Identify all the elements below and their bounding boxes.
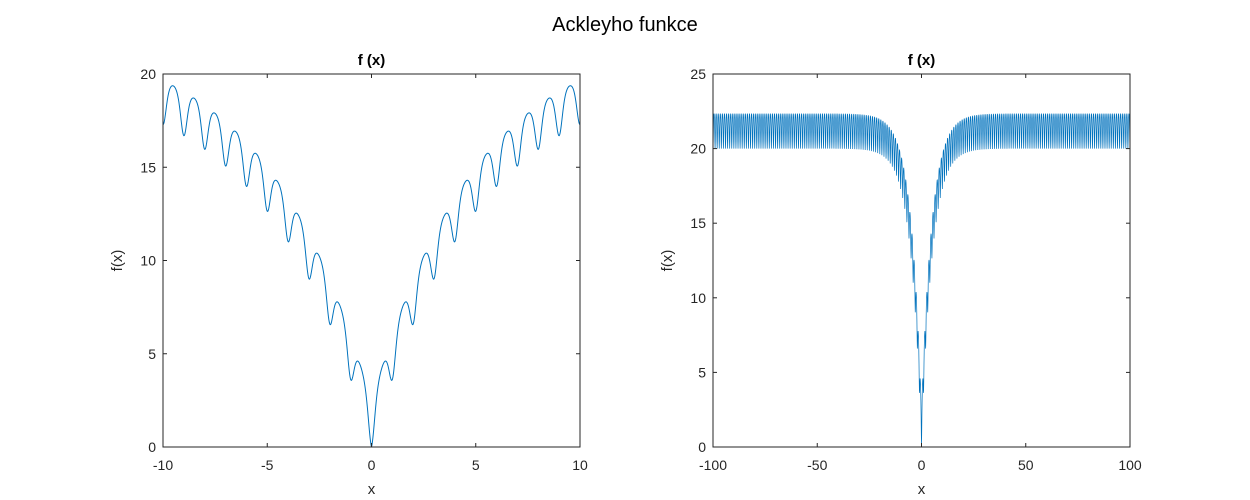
- y-tick-label: 20: [690, 141, 706, 157]
- x-tick-label: -5: [261, 457, 274, 473]
- x-tick-label: -100: [699, 457, 727, 473]
- y-tick-label: 10: [140, 253, 156, 269]
- left-axes-frame: [162, 73, 581, 448]
- figure-title: Ackleyho funkce: [552, 14, 698, 36]
- x-tick-label: 50: [1018, 457, 1034, 473]
- y-tick-label: 0: [698, 439, 706, 455]
- left-x-ticks: -10 -5 0 5 10: [153, 74, 588, 473]
- right-axes: -100 -50 0 50 100 0 5 10 15 20 25 f (x) x f(x): [659, 52, 1142, 498]
- right-y-ticks: 0 5 10 15 20 25: [690, 66, 1130, 455]
- y-tick-label: 15: [690, 215, 706, 231]
- right-axes-frame: [712, 73, 1131, 448]
- x-tick-label: 100: [1118, 457, 1142, 473]
- y-tick-label: 15: [140, 159, 156, 175]
- y-tick-label: 10: [690, 290, 706, 306]
- x-tick-label: 0: [918, 457, 926, 473]
- left-series-line: [162, 85, 581, 448]
- right-y-axis-label: f(x): [659, 250, 676, 272]
- x-tick-label: -50: [807, 457, 827, 473]
- y-tick-label: 25: [690, 66, 706, 82]
- right-x-axis-label: x: [918, 481, 926, 498]
- right-axes-title: f (x): [908, 52, 936, 69]
- left-y-ticks: 0 5 10 15 20: [140, 66, 580, 455]
- left-y-axis-label: f(x): [109, 250, 126, 272]
- right-series-line: [712, 113, 1131, 448]
- x-tick-label: 0: [368, 457, 376, 473]
- y-tick-label: 20: [140, 66, 156, 82]
- y-tick-label: 0: [148, 439, 156, 455]
- left-axes-title: f (x): [358, 52, 386, 69]
- left-axes: -10 -5 0 5 10 0 5 10 15 20 f (x) x f(x): [109, 52, 588, 498]
- y-tick-label: 5: [698, 364, 706, 380]
- left-x-axis-label: x: [368, 481, 376, 498]
- x-tick-label: 5: [472, 457, 480, 473]
- x-tick-label: 10: [572, 457, 588, 473]
- x-tick-label: -10: [153, 457, 173, 473]
- y-tick-label: 5: [148, 346, 156, 362]
- right-x-ticks: -100 -50 0 50 100: [699, 74, 1142, 473]
